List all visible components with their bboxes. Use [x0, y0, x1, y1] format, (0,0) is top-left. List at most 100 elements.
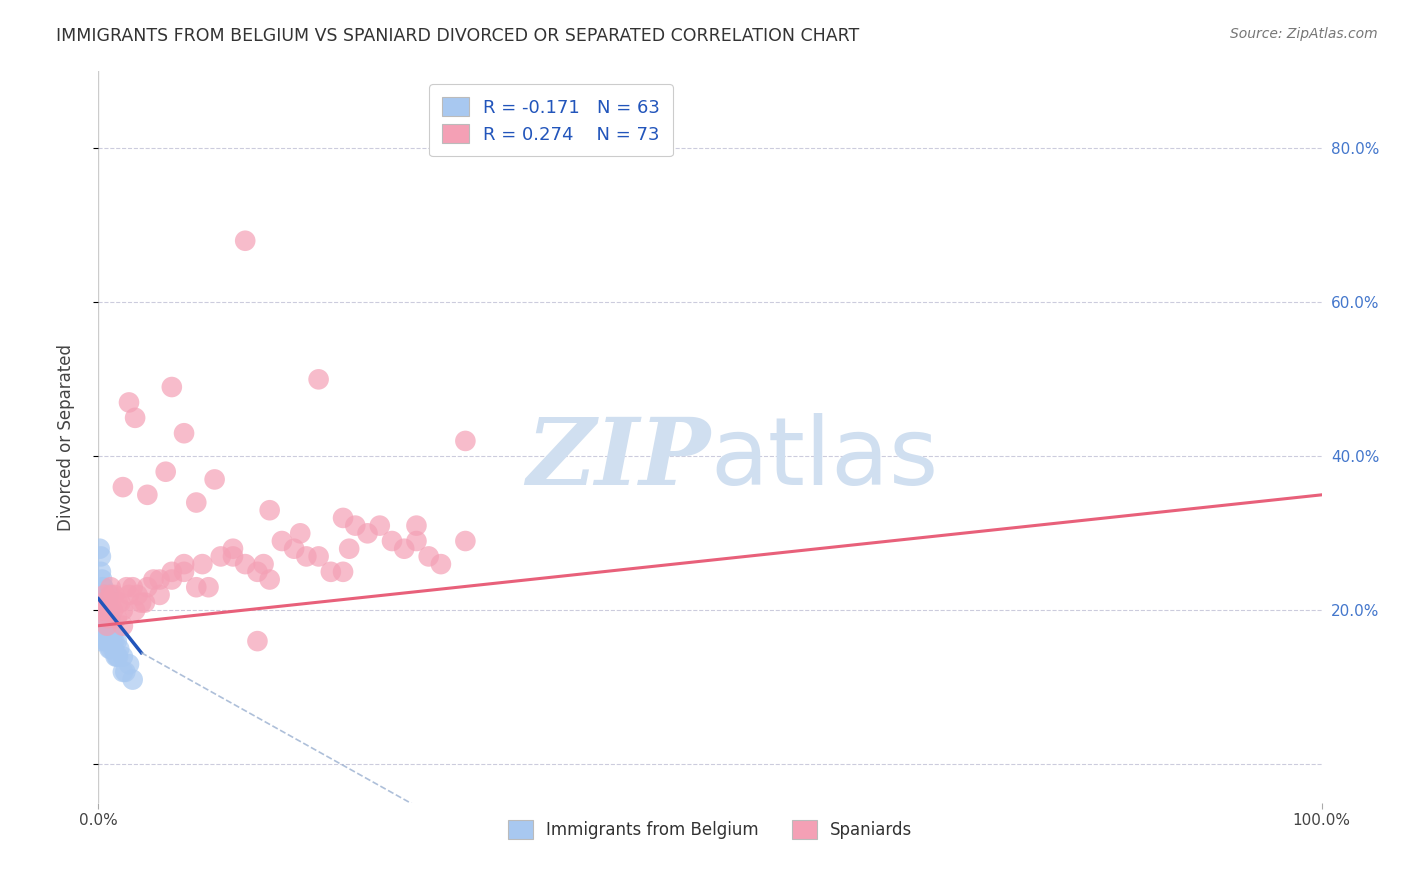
Point: [97, 611, 120, 625]
Point: [97, 626, 120, 640]
Point: [110, 596, 132, 610]
Point: [454, 534, 477, 549]
Point: [114, 665, 136, 679]
Point: [392, 541, 416, 556]
Point: [259, 503, 281, 517]
Point: [111, 480, 134, 494]
Point: [97, 626, 120, 640]
Point: [91, 611, 114, 625]
Point: [93, 611, 115, 625]
Point: [246, 565, 269, 579]
Point: [246, 634, 269, 648]
Point: [344, 518, 367, 533]
Point: [160, 565, 183, 579]
Point: [103, 588, 125, 602]
Point: [111, 603, 134, 617]
Point: [155, 465, 177, 479]
Point: [259, 573, 281, 587]
Text: ZIP: ZIP: [526, 414, 710, 504]
Point: [222, 549, 245, 564]
Legend: Immigrants from Belgium, Spaniards: Immigrants from Belgium, Spaniards: [501, 814, 920, 846]
Point: [191, 557, 214, 571]
Point: [160, 573, 183, 587]
Point: [418, 549, 440, 564]
Point: [96, 611, 118, 625]
Point: [124, 603, 146, 617]
Point: [91, 573, 114, 587]
Point: [233, 557, 256, 571]
Point: [93, 626, 115, 640]
Point: [101, 618, 124, 632]
Point: [91, 603, 114, 617]
Point: [89, 588, 111, 602]
Point: [89, 596, 111, 610]
Point: [295, 549, 318, 564]
Point: [96, 618, 118, 632]
Point: [136, 488, 159, 502]
Point: [98, 603, 121, 617]
Point: [101, 641, 124, 656]
Point: [283, 541, 305, 556]
Point: [91, 596, 114, 610]
Point: [98, 618, 121, 632]
Point: [107, 649, 129, 664]
Point: [290, 526, 312, 541]
Point: [149, 588, 172, 602]
Point: [222, 541, 245, 556]
Point: [308, 549, 330, 564]
Point: [204, 472, 226, 486]
Point: [430, 557, 453, 571]
Point: [149, 573, 172, 587]
Text: Source: ZipAtlas.com: Source: ZipAtlas.com: [1230, 27, 1378, 41]
Y-axis label: Divorced or Separated: Divorced or Separated: [56, 343, 75, 531]
Point: [121, 580, 143, 594]
Point: [94, 596, 117, 610]
Point: [108, 641, 131, 656]
Point: [107, 596, 129, 610]
Point: [97, 626, 120, 640]
Point: [89, 541, 111, 556]
Point: [118, 657, 141, 672]
Point: [94, 626, 117, 640]
Point: [252, 557, 274, 571]
Point: [94, 634, 117, 648]
Point: [97, 626, 120, 640]
Point: [90, 603, 112, 617]
Point: [308, 372, 330, 386]
Point: [101, 626, 124, 640]
Point: [197, 580, 219, 594]
Point: [97, 611, 120, 625]
Point: [118, 395, 141, 409]
Point: [90, 549, 112, 564]
Point: [97, 588, 120, 602]
Point: [93, 588, 115, 602]
Point: [91, 580, 114, 594]
Point: [90, 565, 112, 579]
Point: [337, 541, 360, 556]
Point: [104, 649, 127, 664]
Point: [105, 611, 128, 625]
Point: [90, 634, 112, 648]
Point: [134, 596, 156, 610]
Point: [90, 611, 112, 625]
Point: [105, 634, 128, 648]
Point: [91, 618, 114, 632]
Point: [94, 618, 117, 632]
Point: [94, 603, 117, 617]
Point: [93, 588, 115, 602]
Point: [89, 626, 111, 640]
Point: [97, 618, 120, 632]
Point: [96, 611, 118, 625]
Point: [173, 557, 195, 571]
Point: [91, 603, 114, 617]
Point: [233, 234, 256, 248]
Point: [103, 634, 125, 648]
Point: [96, 596, 118, 610]
Point: [115, 580, 138, 594]
Point: [381, 534, 404, 549]
Point: [118, 588, 141, 602]
Point: [454, 434, 477, 448]
Point: [356, 526, 378, 541]
Point: [91, 611, 114, 625]
Point: [100, 626, 122, 640]
